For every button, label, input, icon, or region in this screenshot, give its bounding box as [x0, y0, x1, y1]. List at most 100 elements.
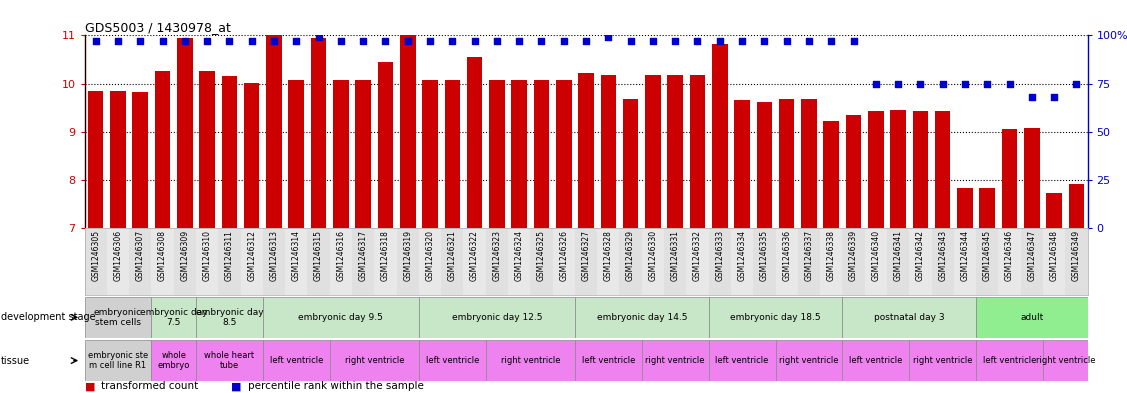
Bar [467, 57, 482, 228]
Text: GSM1246319: GSM1246319 [403, 230, 412, 281]
Bar [397, 228, 419, 295]
Text: GSM1246324: GSM1246324 [515, 230, 524, 281]
Text: GSM1246316: GSM1246316 [336, 230, 345, 281]
Point [867, 80, 885, 86]
Point [265, 38, 283, 44]
Text: GSM1246312: GSM1246312 [247, 230, 256, 281]
Text: GSM1246341: GSM1246341 [894, 230, 903, 281]
Bar [243, 83, 259, 228]
Point [488, 38, 506, 44]
Text: GSM1246315: GSM1246315 [314, 230, 323, 281]
Point [354, 38, 372, 44]
Bar [330, 340, 419, 381]
Bar [534, 80, 549, 228]
Bar [133, 92, 148, 228]
Bar [263, 228, 285, 295]
Bar [1042, 340, 1088, 381]
Text: GSM1246346: GSM1246346 [1005, 230, 1014, 281]
Bar [219, 228, 240, 295]
Text: GSM1246334: GSM1246334 [737, 230, 746, 281]
Text: GSM1246320: GSM1246320 [426, 230, 435, 281]
Text: whole heart
tube: whole heart tube [204, 351, 255, 370]
Bar [953, 228, 976, 295]
Bar [311, 38, 327, 228]
Point [889, 80, 907, 86]
Bar [667, 75, 683, 228]
Point [823, 38, 841, 44]
Bar [686, 228, 709, 295]
Bar [240, 228, 263, 295]
Text: GSM1246347: GSM1246347 [1028, 230, 1037, 281]
Bar [289, 80, 304, 228]
Bar [419, 340, 486, 381]
Bar [263, 340, 330, 381]
Point [978, 80, 996, 86]
Bar [151, 297, 196, 338]
Bar [775, 228, 798, 295]
Bar [690, 75, 706, 228]
Bar [556, 80, 571, 228]
Bar [85, 340, 151, 381]
Bar [976, 228, 999, 295]
Point [711, 38, 729, 44]
Text: adult: adult [1020, 313, 1044, 322]
Bar [196, 340, 263, 381]
Bar [779, 99, 795, 228]
Bar [913, 112, 929, 228]
Point [221, 38, 239, 44]
Bar [85, 297, 151, 338]
Text: embryonic ste
m cell line R1: embryonic ste m cell line R1 [88, 351, 148, 370]
Bar [196, 228, 219, 295]
Bar [864, 228, 887, 295]
Text: GSM1246333: GSM1246333 [716, 230, 725, 281]
Text: GSM1246309: GSM1246309 [180, 230, 189, 281]
Bar [578, 73, 594, 228]
Text: GSM1246311: GSM1246311 [225, 230, 234, 281]
Point [376, 38, 394, 44]
Bar [151, 340, 196, 381]
Bar [552, 228, 575, 295]
Text: GSM1246335: GSM1246335 [760, 230, 769, 281]
Text: embryonic day
7.5: embryonic day 7.5 [140, 308, 207, 327]
Bar [575, 340, 641, 381]
Text: GSM1246344: GSM1246344 [960, 230, 969, 281]
Text: GSM1246326: GSM1246326 [559, 230, 568, 281]
Bar [957, 189, 973, 228]
Point [844, 38, 862, 44]
Text: GSM1246318: GSM1246318 [381, 230, 390, 281]
Text: ■: ■ [231, 381, 241, 391]
Text: GSM1246323: GSM1246323 [492, 230, 502, 281]
Point [242, 38, 260, 44]
Point [622, 38, 640, 44]
Point [956, 80, 974, 86]
Text: GSM1246336: GSM1246336 [782, 230, 791, 281]
Bar [597, 228, 620, 295]
Bar [352, 228, 374, 295]
Bar [308, 228, 330, 295]
Text: GSM1246329: GSM1246329 [627, 230, 636, 281]
Bar [199, 72, 215, 228]
Bar [378, 62, 393, 228]
Point [577, 38, 595, 44]
Bar [731, 228, 753, 295]
Text: GDS5003 / 1430978_at: GDS5003 / 1430978_at [85, 21, 230, 34]
Bar [177, 38, 193, 228]
Point [1001, 80, 1019, 86]
Bar [1002, 129, 1018, 228]
Text: GSM1246345: GSM1246345 [983, 230, 992, 281]
Bar [979, 189, 995, 228]
Bar [263, 297, 419, 338]
Point [87, 38, 105, 44]
Bar [463, 228, 486, 295]
Bar [976, 340, 1042, 381]
Point [153, 38, 171, 44]
Point [310, 34, 328, 40]
Text: development stage: development stage [1, 312, 96, 322]
Bar [1024, 128, 1039, 228]
Text: left ventricle: left ventricle [582, 356, 635, 365]
Bar [842, 297, 976, 338]
Bar [735, 100, 749, 228]
Bar [712, 44, 728, 228]
Bar [419, 228, 441, 295]
Bar [110, 91, 126, 228]
